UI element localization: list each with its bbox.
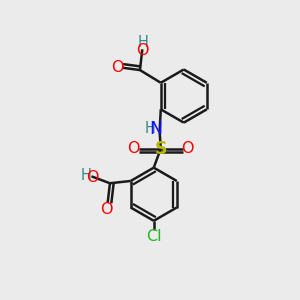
Text: O: O bbox=[136, 43, 148, 58]
Text: S: S bbox=[154, 140, 167, 158]
Text: H: H bbox=[81, 168, 92, 183]
Text: O: O bbox=[182, 141, 194, 156]
Text: O: O bbox=[86, 170, 99, 185]
Text: H: H bbox=[145, 121, 155, 136]
Text: H: H bbox=[137, 35, 148, 50]
Text: Cl: Cl bbox=[146, 230, 162, 244]
Text: O: O bbox=[100, 202, 113, 217]
Text: N: N bbox=[149, 119, 162, 137]
Text: O: O bbox=[111, 60, 123, 75]
Text: O: O bbox=[128, 141, 140, 156]
